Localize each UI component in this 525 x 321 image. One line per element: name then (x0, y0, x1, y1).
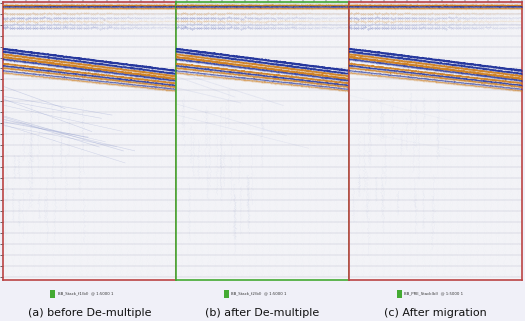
Text: BB_PRE_Stack(bl)  @ 1:5000 1: BB_PRE_Stack(bl) @ 1:5000 1 (404, 291, 463, 295)
Bar (224, 290, 229, 298)
Text: BB_Stack_f2(bl)  @ 1:5000 1: BB_Stack_f2(bl) @ 1:5000 1 (231, 291, 286, 295)
Text: (b) after De-multiple: (b) after De-multiple (205, 308, 320, 318)
Bar (397, 290, 402, 298)
Text: (a) before De-multiple: (a) before De-multiple (27, 308, 151, 318)
Text: (c) After migration: (c) After migration (384, 308, 487, 318)
Bar (50, 290, 56, 298)
Text: BB_Stack_f1(bl)  @ 1:5000 1: BB_Stack_f1(bl) @ 1:5000 1 (58, 291, 113, 295)
